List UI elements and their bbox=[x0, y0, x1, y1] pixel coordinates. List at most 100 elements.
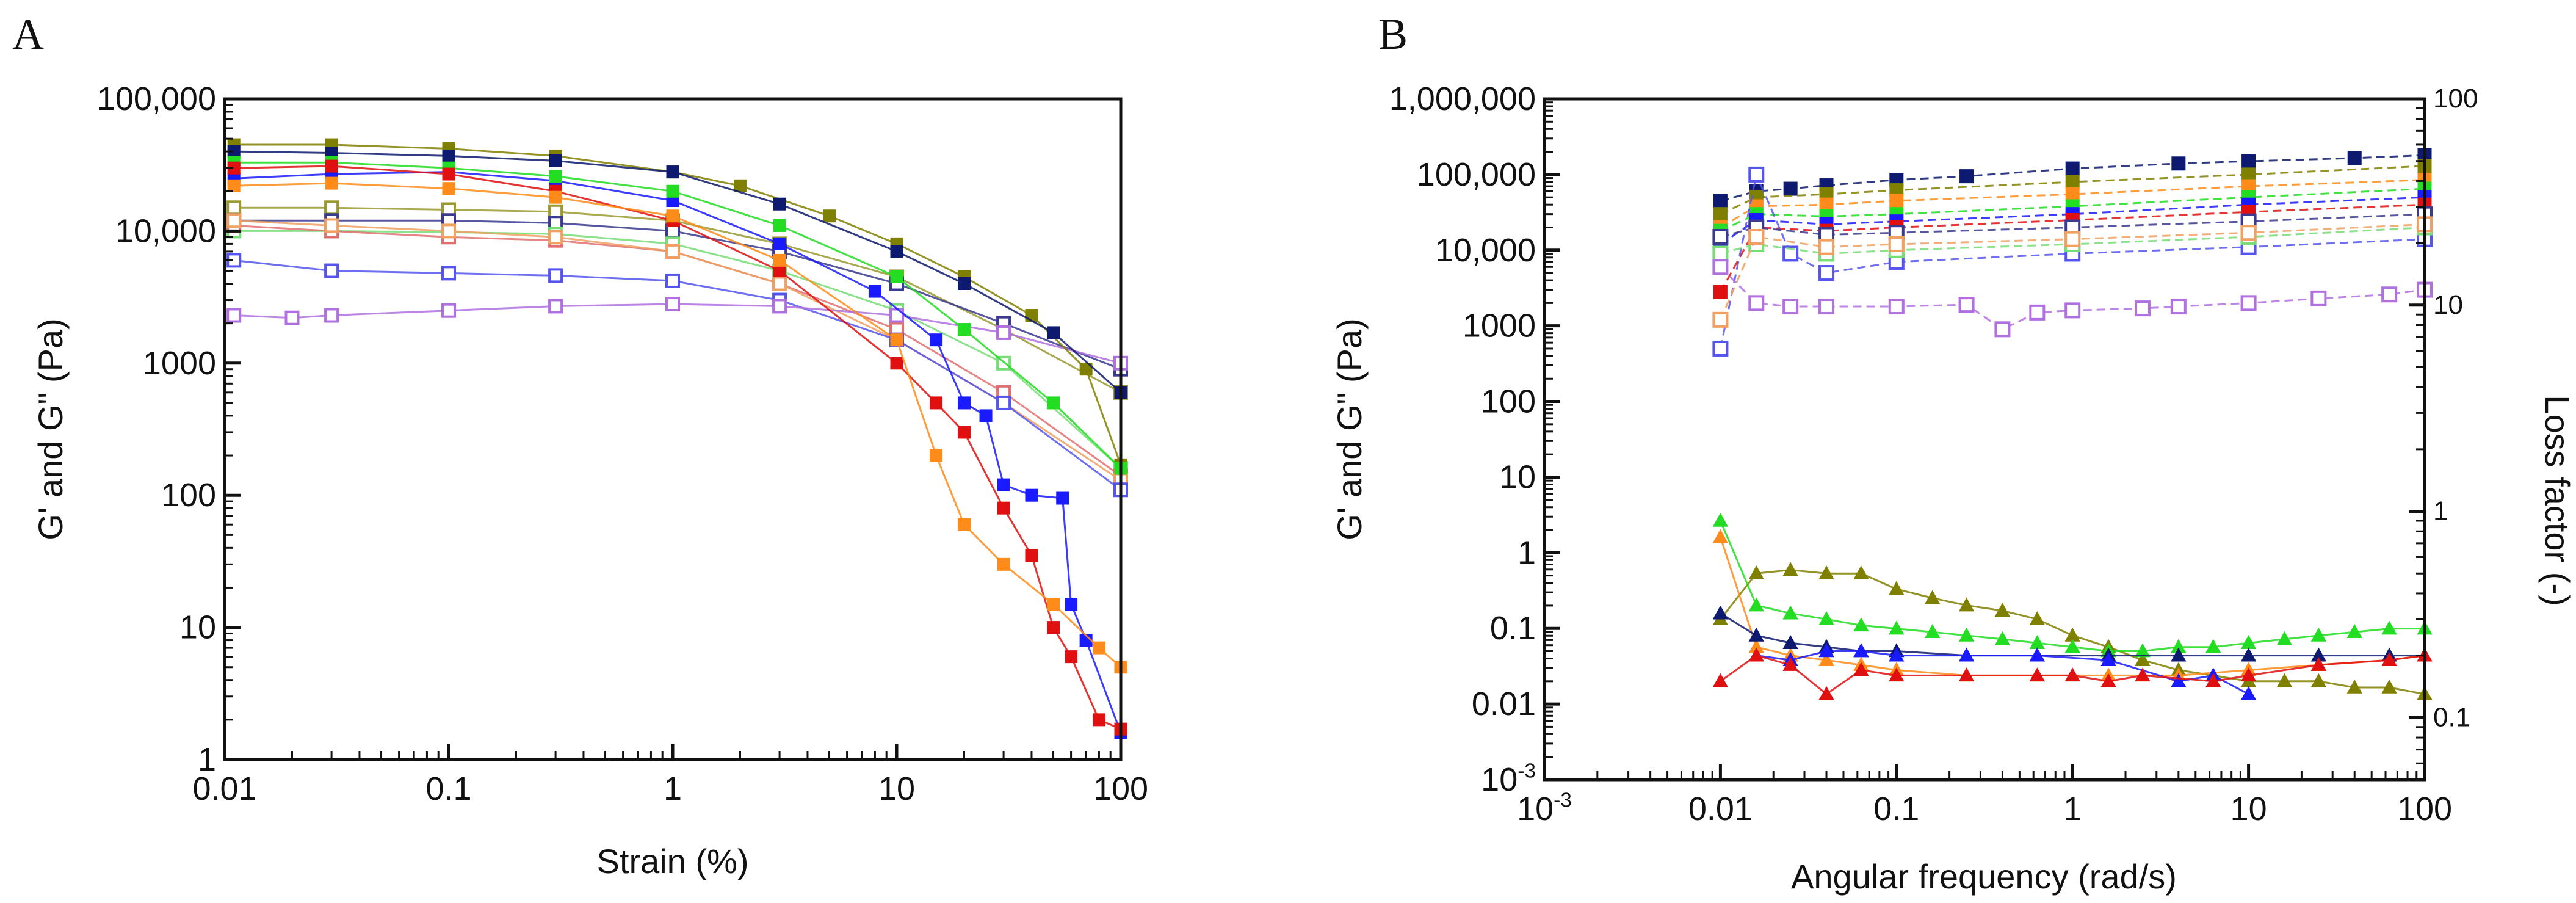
panel-b-series-7-line bbox=[1719, 171, 2425, 349]
panel-b-series-15-point-2 bbox=[1818, 643, 1834, 658]
panel-b-series-12-point-5 bbox=[1889, 620, 1905, 635]
panel-a-series-12 bbox=[226, 297, 1128, 371]
panel-b-series-14-point-1 bbox=[1748, 627, 1764, 642]
panel-a-series-5-point-4 bbox=[666, 209, 679, 223]
panel-b-series-0 bbox=[1713, 148, 2432, 208]
panel-b-y-axis-title: G' and G" (Pa) bbox=[1330, 318, 1369, 540]
panel-b-series-1-point-4 bbox=[2065, 175, 2080, 189]
panel-b-series-15-point-8 bbox=[2171, 673, 2187, 687]
panel-b-series-6-point-0 bbox=[1712, 228, 1729, 245]
panel-b-series-12-point-3 bbox=[1818, 611, 1834, 625]
panel-b-series-11-point-12 bbox=[2135, 652, 2151, 666]
panel-a-x-tick-label: 10 bbox=[878, 771, 915, 807]
panel-a-x-tick-label: 0.1 bbox=[425, 771, 471, 807]
panel-a-series-4-point-12 bbox=[1065, 650, 1078, 664]
panel-a-series-5-point-2 bbox=[442, 182, 455, 195]
panel-b-series-12-point-12 bbox=[2135, 643, 2151, 658]
panel-b-series-16 bbox=[1712, 647, 2433, 700]
panel-a-x-tick-label: 0.01 bbox=[192, 771, 256, 807]
panel-b: B 10-3 0.01 0.1 1 10 100 10-30.010.1110100100… bbox=[1330, 10, 2576, 896]
panel-a-series-3-point-3 bbox=[549, 170, 562, 183]
panel-a-x-axis-title: Strain (%) bbox=[597, 842, 749, 880]
panel-b-series-0-point-7 bbox=[2171, 156, 2186, 171]
panel-b-series-16-point-7 bbox=[2029, 667, 2046, 682]
panel-a-y-tick-label: 10 bbox=[179, 609, 216, 646]
panel-b-x-tick-label: 10-3 bbox=[1517, 789, 1572, 827]
panel-b-x-axis: 10-3 0.01 0.1 1 10 100 bbox=[1517, 764, 2452, 827]
panel-b-series-10-point-11 bbox=[2240, 295, 2257, 311]
panel-a-series-1 bbox=[227, 145, 1127, 399]
panel-a-series-4-point-2 bbox=[442, 167, 455, 181]
panel-b-series-10-point-2 bbox=[1782, 299, 1799, 315]
panel-b-series-12-point-4 bbox=[1853, 617, 1869, 632]
panel-b-series-7-point-2 bbox=[1782, 245, 1799, 262]
panel-a-series-12-point-0 bbox=[226, 308, 242, 323]
panel-b-series-12-point-10 bbox=[2064, 639, 2080, 653]
panel-a-series-11 bbox=[226, 253, 1128, 498]
panel-b-y-tick-label: 100,000 bbox=[1417, 156, 1536, 193]
panel-b-right-y-axis: 0.1 1 10 100 bbox=[2409, 84, 2478, 781]
panel-b-series-0-point-9 bbox=[2347, 151, 2362, 165]
panel-a-series-2-point-9 bbox=[979, 409, 993, 422]
panel-b-series-11-point-19 bbox=[2381, 679, 2397, 694]
panel-b-series-9-point-2 bbox=[1818, 239, 1835, 255]
panel-b-x-tick-label: 0.1 bbox=[1873, 791, 1919, 827]
panel-b-right-y-tick-label: 10 bbox=[2433, 290, 2463, 320]
panel-b-series-13-point-3 bbox=[1818, 652, 1834, 666]
panel-b-series-11-point-18 bbox=[2346, 679, 2362, 694]
panel-a-series-12-line bbox=[234, 303, 1121, 364]
panel-b-right-y-tick-label: 0.1 bbox=[2433, 702, 2470, 732]
panel-a: A 0.01 0.1 1 10 100 110100100010,000100,000 … bbox=[12, 10, 1148, 880]
panel-b-series-12-point-19 bbox=[2381, 620, 2397, 635]
panel-b-series-9-point-4 bbox=[2064, 231, 2081, 247]
panel-a-series-12-point-6 bbox=[772, 299, 787, 314]
panel-a-series-2-line bbox=[234, 171, 1122, 733]
panel-b-series-10-point-12 bbox=[2310, 290, 2327, 306]
panel-a-series-1-point-6 bbox=[890, 245, 903, 258]
panel-b-series-15-point-5 bbox=[1958, 647, 1975, 662]
panel-b-series-12-point-18 bbox=[2346, 624, 2362, 638]
panel-a-series-4-point-10 bbox=[1025, 549, 1038, 562]
panel-b-series-14-point-9 bbox=[2171, 647, 2187, 662]
panel-a-series-9-line bbox=[234, 224, 1121, 477]
panel-a-series-4-point-6 bbox=[890, 357, 903, 370]
panel-a-series-5-point-5 bbox=[773, 253, 786, 267]
panel-b-y-tick-label: 10 bbox=[1499, 459, 1536, 495]
panel-b-series-14-point-10 bbox=[2240, 647, 2257, 662]
panel-b-series-7-point-1 bbox=[1748, 166, 1765, 183]
panel-b-series-7 bbox=[1712, 166, 2433, 357]
panel-b-x-axis-title: Angular frequency (rad/s) bbox=[1791, 857, 2177, 896]
panel-b-series-6 bbox=[1712, 206, 2433, 245]
panel-b-series-12-point-16 bbox=[2276, 631, 2293, 645]
panel-b-y-tick-label: 1,000,000 bbox=[1389, 81, 1536, 117]
panel-b-series-16-point-6 bbox=[1958, 667, 1975, 682]
panel-b-series-11-point-2 bbox=[1782, 562, 1798, 576]
panel-a-series-1-point-7 bbox=[957, 277, 971, 291]
panel-b-x-tick-label: 10 bbox=[2230, 791, 2267, 827]
panel-a-series-5-point-1 bbox=[325, 176, 338, 190]
panel-b-series-9-point-3 bbox=[1888, 236, 1905, 252]
panel-a-series-1-point-5 bbox=[773, 197, 786, 211]
panel-a-series-4-point-9 bbox=[997, 501, 1010, 515]
panel-b-y-axis: 10-30.010.1110100100010,000100,0001,000,… bbox=[1389, 81, 1560, 798]
panel-a-series-5-point-6 bbox=[890, 333, 903, 347]
panel-b-series-0-point-8 bbox=[2241, 154, 2256, 169]
panel-b-series-11-point-6 bbox=[1924, 590, 1941, 604]
panel-b-series-11-point-4 bbox=[1853, 565, 1869, 580]
panel-a-series-10-point-0 bbox=[226, 213, 242, 228]
panel-b-series-15-point-10 bbox=[2240, 686, 2257, 700]
panel-b-series-16-line bbox=[1720, 654, 2425, 695]
panel-b-series-16-point-4 bbox=[1853, 662, 1869, 676]
panel-a-series-12-point-5 bbox=[665, 297, 680, 312]
panel-b-series-12-point-17 bbox=[2310, 627, 2327, 642]
panel-a-series-3-point-6 bbox=[890, 270, 903, 283]
panel-b-right-y-tick-label: 100 bbox=[2433, 84, 2478, 114]
panel-b-plot-area bbox=[1712, 148, 2433, 700]
panel-b-frame bbox=[1543, 97, 2426, 782]
panel-b-series-12-point-14 bbox=[2205, 639, 2221, 653]
panel-b-series-2 bbox=[1713, 173, 2432, 234]
panel-b-x-tick-label: 1 bbox=[2063, 791, 2082, 827]
panel-a-series-3-line bbox=[234, 161, 1122, 470]
panel-b-y-tick-label: 0.1 bbox=[1490, 610, 1536, 647]
